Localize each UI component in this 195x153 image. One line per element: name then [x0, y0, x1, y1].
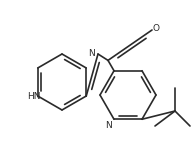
Text: HN: HN	[27, 91, 41, 101]
Text: N: N	[105, 121, 111, 130]
Text: N: N	[88, 49, 95, 58]
Text: O: O	[152, 24, 160, 32]
